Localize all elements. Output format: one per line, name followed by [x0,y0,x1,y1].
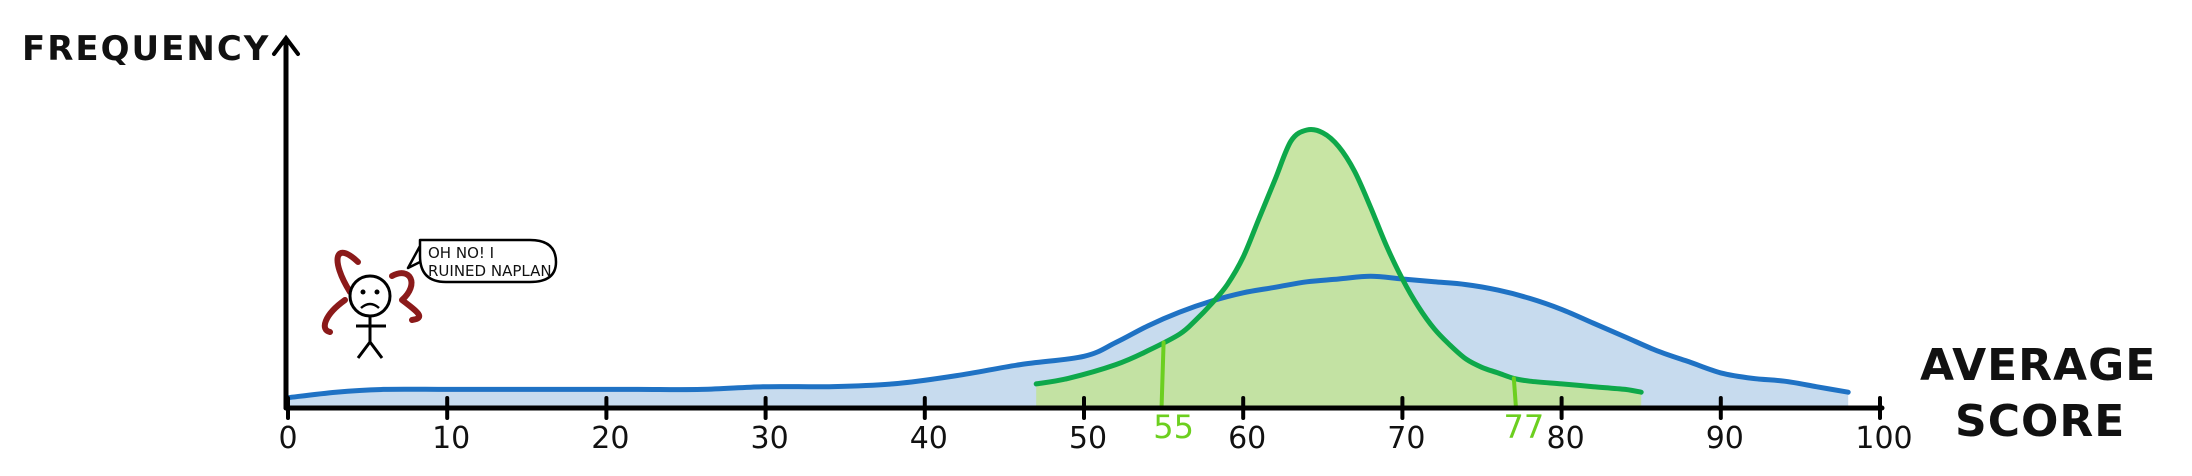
y-axis-arrow [272,34,300,56]
x-tick-label-80: 80 [1547,421,1585,456]
marker-77-line [1511,376,1518,408]
speech-line-1: OH NO! I [428,244,494,262]
eye-right-icon [374,289,380,295]
x-tick-label-100: 100 [1855,421,1912,456]
y-axis-label: FREQUENCY [22,29,270,69]
marker-55-label: 55 [1153,408,1194,446]
hair-left-icon [321,249,361,335]
hair-right-icon [389,270,423,323]
x-tick-label-30: 30 [751,421,789,456]
legs-icon [356,339,384,359]
stick-figure [321,249,423,359]
x-tick-label-90: 90 [1706,421,1744,456]
series-areas [288,129,1849,406]
x-axis-label-line-2: SCORE [1955,396,2125,447]
speech-line-2: RUINED NAPLAN [428,262,552,280]
x-tick-label-40: 40 [910,421,948,456]
x-tick-label-60: 60 [1228,421,1266,456]
frown-icon [360,302,380,309]
marker-55-line [1159,340,1166,408]
speech-bubble: OH NO! I RUINED NAPLAN [406,238,558,284]
eye-left-icon [360,289,366,295]
x-tick-label-0: 0 [278,421,297,456]
x-tick-label-10: 10 [432,421,470,456]
marker-77-label: 77 [1503,408,1544,446]
x-tick-label-20: 20 [591,421,629,456]
series-1-line [285,273,1851,401]
speech-bubble-outline [406,238,558,284]
threshold-markers: 55 77 [1153,340,1544,446]
x-axis-label-line-1: AVERAGE [1920,340,2156,391]
x-tick-label-70: 70 [1387,421,1425,456]
head-icon [348,274,392,318]
x-ticks: 0 10 20 30 40 50 60 70 80 90 100 [278,396,1913,456]
x-tick-label-50: 50 [1069,421,1107,456]
series-2-area [1036,129,1642,406]
